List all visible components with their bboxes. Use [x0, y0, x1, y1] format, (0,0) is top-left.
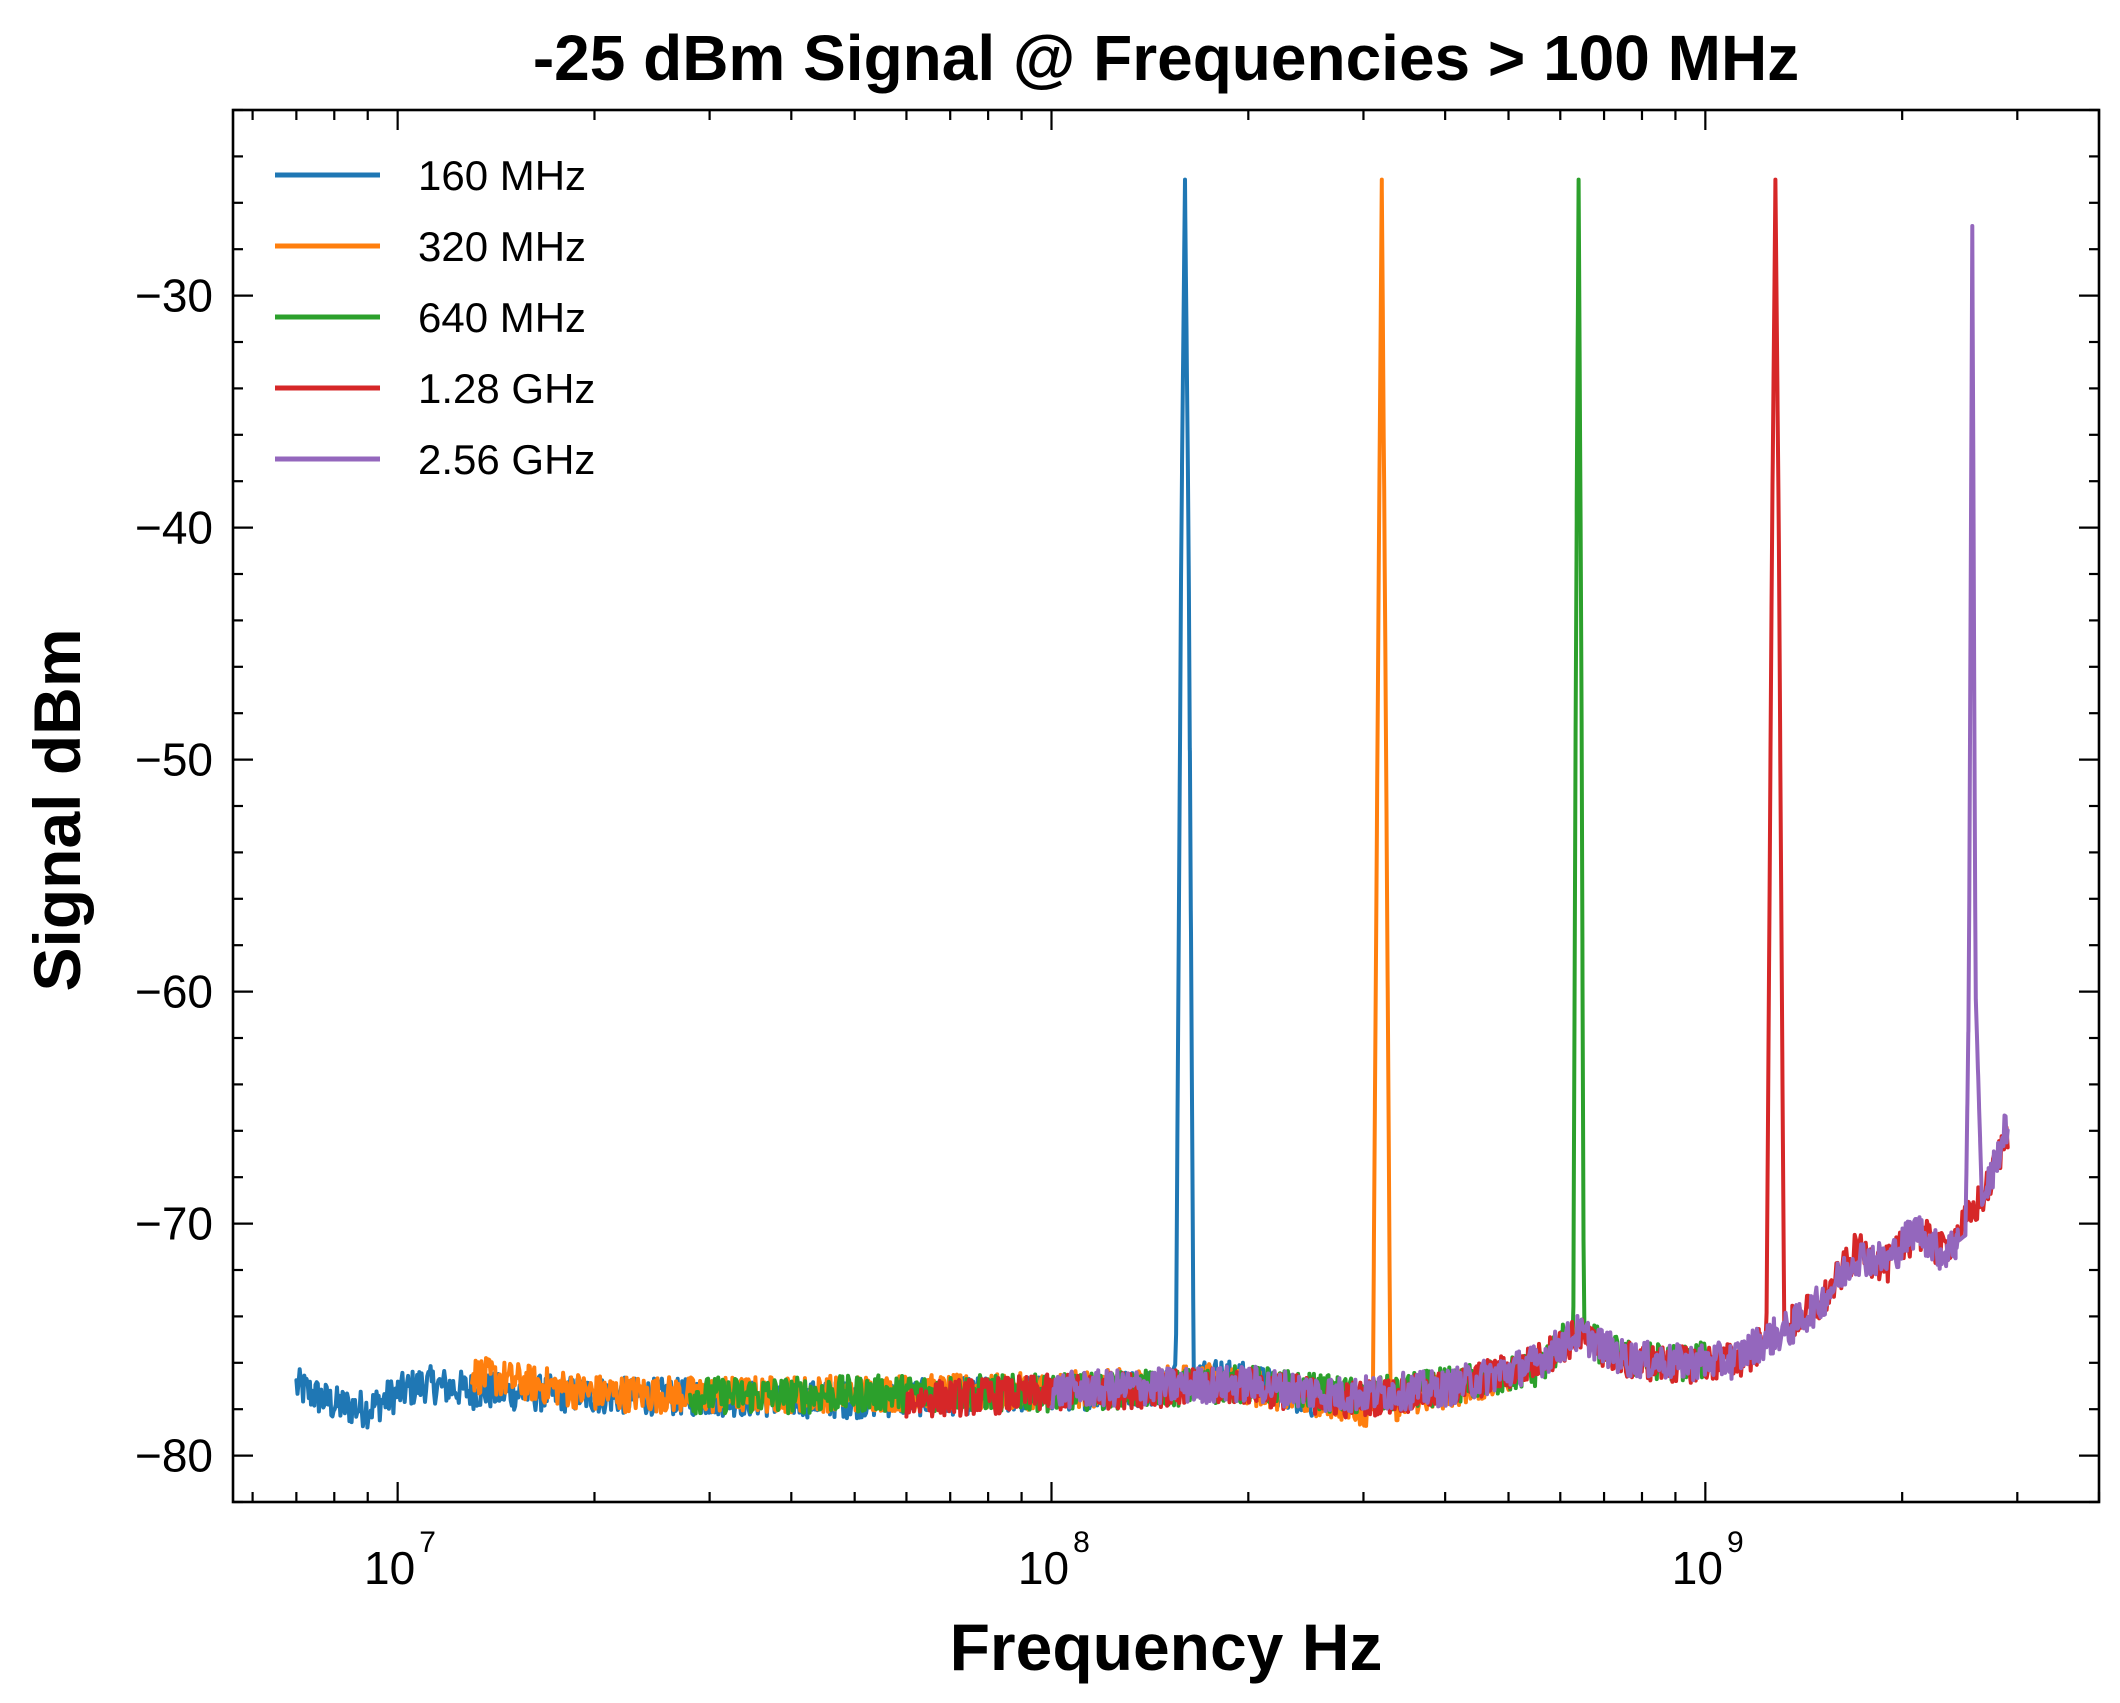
legend-item: 160 MHz — [275, 152, 586, 199]
x-tick-label: 10 — [1018, 1542, 1069, 1594]
legend-item: 2.56 GHz — [275, 436, 595, 483]
legend-item: 320 MHz — [275, 223, 586, 270]
y-tick-label: −40 — [135, 502, 213, 554]
legend-label: 2.56 GHz — [418, 436, 595, 483]
legend: 160 MHz 320 MHz 640 MHz 1.28 GHz 2.56 GHz — [275, 152, 595, 483]
y-tick-label: −80 — [135, 1430, 213, 1482]
y-tick-label: −50 — [135, 734, 213, 786]
legend-label: 640 MHz — [418, 294, 586, 341]
legend-label: 320 MHz — [418, 223, 586, 270]
axis-ticks: 10 7 10 8 10 9−30−40−50−60−70−80 — [135, 108, 2101, 1594]
series-line-5 — [1049, 224, 2010, 1414]
legend-item: 640 MHz — [275, 294, 586, 341]
legend-item: 1.28 GHz — [275, 365, 595, 412]
chart-title: -25 dBm Signal @ Frequencies > 100 MHz — [533, 22, 1799, 94]
x-tick-exponent: 8 — [1073, 1526, 1090, 1559]
x-tick-exponent: 9 — [1727, 1526, 1744, 1559]
x-axis-label: Frequency Hz — [950, 1610, 1383, 1684]
y-axis-label: Signal dBm — [20, 628, 94, 991]
plot-area — [294, 177, 2010, 1430]
x-tick-label: 10 — [1672, 1542, 1723, 1594]
y-tick-label: −30 — [135, 270, 213, 322]
legend-label: 160 MHz — [418, 152, 586, 199]
legend-label: 1.28 GHz — [418, 365, 595, 412]
y-tick-label: −60 — [135, 966, 213, 1018]
x-tick-label: 10 — [364, 1542, 415, 1594]
y-tick-label: −70 — [135, 1198, 213, 1250]
x-tick-exponent: 7 — [419, 1526, 436, 1559]
